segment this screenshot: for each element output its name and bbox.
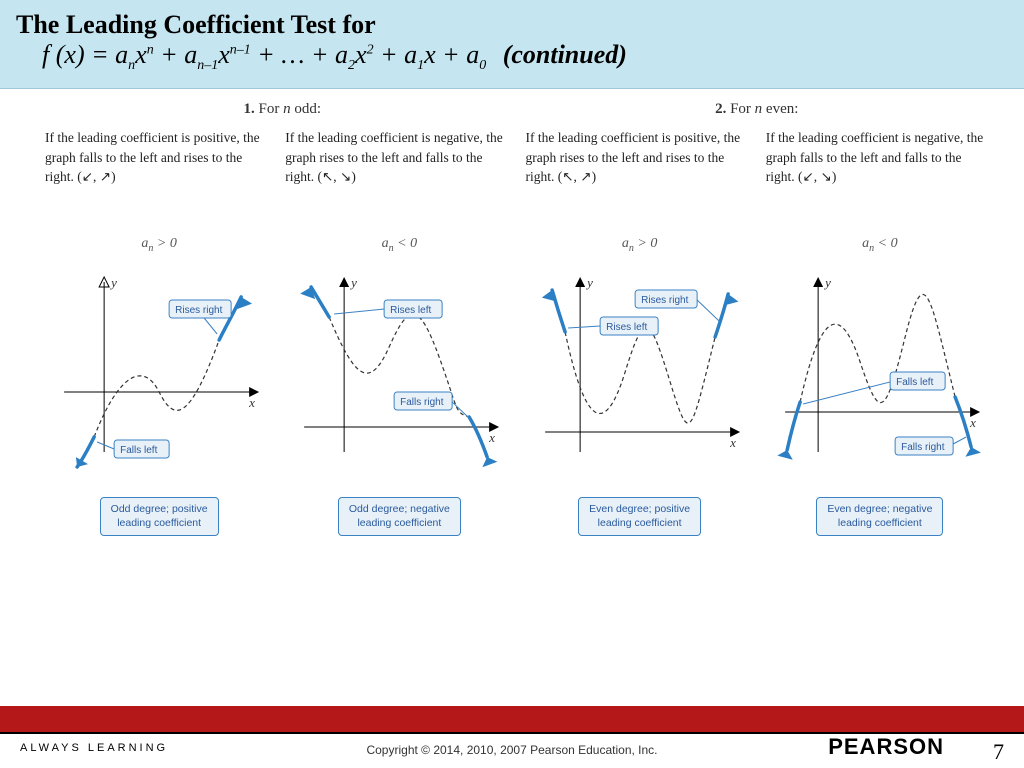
label-falls-right: Falls right xyxy=(400,397,444,408)
panel-odd-negative: If the leading coefficient is negative, … xyxy=(285,128,513,536)
polynomial-formula: f (x) = anxn + an–1xn–1 + … + a2x2 + a1x… xyxy=(42,40,493,69)
svg-text:y: y xyxy=(109,275,117,290)
panels-row: If the leading coefficient is positive, … xyxy=(45,128,994,536)
label-rises-right: Rises right xyxy=(175,305,222,316)
slide-footer: ALWAYS LEARNING Copyright © 2014, 2010, … xyxy=(0,706,1024,768)
panel-desc: If the leading coefficient is positive, … xyxy=(526,128,754,230)
section-even: 2. For n even: xyxy=(520,97,995,128)
panel-odd-positive: If the leading coefficient is positive, … xyxy=(45,128,273,536)
svg-text:x: x xyxy=(488,430,495,445)
label-rises-left: Rises left xyxy=(606,322,647,333)
graph-even-positive: y x Rises right Rises left xyxy=(526,262,754,497)
label-rises-right: Rises right xyxy=(641,295,688,306)
footer-bottom: ALWAYS LEARNING Copyright © 2014, 2010, … xyxy=(0,732,1024,768)
svg-text:y: y xyxy=(349,275,357,290)
svg-text:x: x xyxy=(248,395,255,410)
continued-label: (continued) xyxy=(503,40,627,69)
slide-number: 7 xyxy=(993,739,1004,765)
label-falls-right: Falls right xyxy=(901,442,945,453)
svg-text:x: x xyxy=(729,435,736,450)
panel-desc: If the leading coefficient is negative, … xyxy=(285,128,513,230)
pearson-logo: PEARSON xyxy=(828,734,944,760)
footer-red-bar xyxy=(0,706,1024,732)
panel-even-positive: If the leading coefficient is positive, … xyxy=(526,128,754,536)
title-line2: f (x) = anxn + an–1xn–1 + … + a2x2 + a1x… xyxy=(16,40,1008,74)
panel-even-negative: If the leading coefficient is negative, … xyxy=(766,128,994,536)
graph-even-negative: y x Falls left Falls right xyxy=(766,262,994,497)
panel-bottom-callout: Even degree; positiveleading coefficient xyxy=(526,497,754,536)
title-line1: The Leading Coefficient Test for xyxy=(16,10,1008,40)
panel-desc: If the leading coefficient is negative, … xyxy=(766,128,994,230)
panel-condition: an > 0 xyxy=(45,236,273,254)
svg-text:y: y xyxy=(585,275,593,290)
main-content: 1. For n odd: 2. For n even: If the lead… xyxy=(0,89,1024,536)
slide-header: The Leading Coefficient Test for f (x) =… xyxy=(0,0,1024,89)
section-headers: 1. For n odd: 2. For n even: xyxy=(45,97,994,128)
panel-bottom-callout: Even degree; negativeleading coefficient xyxy=(766,497,994,536)
panel-condition: an < 0 xyxy=(766,236,994,254)
svg-text:x: x xyxy=(969,415,976,430)
svg-text:y: y xyxy=(823,275,831,290)
label-rises-left: Rises left xyxy=(390,305,431,316)
graph-odd-positive: y x Rises right Falls left xyxy=(45,262,273,497)
panel-bottom-callout: Odd degree; negativeleading coefficient xyxy=(285,497,513,536)
label-falls-left: Falls left xyxy=(120,445,157,456)
panel-bottom-callout: Odd degree; positiveleading coefficient xyxy=(45,497,273,536)
panel-condition: an > 0 xyxy=(526,236,754,254)
section-odd: 1. For n odd: xyxy=(45,97,520,128)
graph-odd-negative: y x Rises left Falls right xyxy=(285,262,513,497)
panel-condition: an < 0 xyxy=(285,236,513,254)
panel-desc: If the leading coefficient is positive, … xyxy=(45,128,273,230)
label-falls-left: Falls left xyxy=(896,377,933,388)
